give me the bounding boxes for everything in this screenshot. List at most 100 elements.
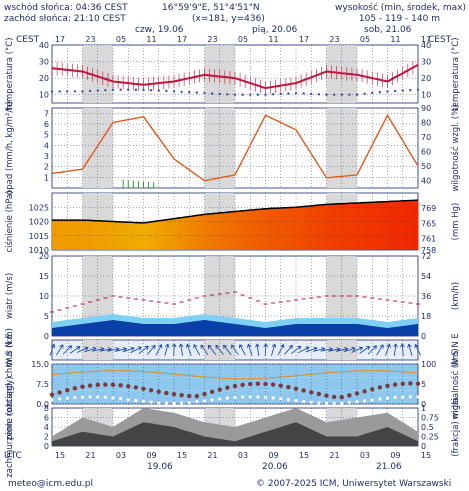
cloud-base-46.5	[286, 398, 290, 402]
top-tick-3: 11	[146, 35, 156, 44]
cloud-base-67.5	[393, 395, 397, 400]
wind-arrow-58.5	[343, 346, 356, 353]
dewpoint-point-12	[111, 88, 115, 91]
wind-arrow-43.5	[271, 343, 277, 356]
dewpoint-point-19.5	[149, 88, 153, 92]
wind-arrow-head-24	[171, 343, 177, 348]
ytick-right-3-3: 54	[421, 272, 431, 281]
panel-3: 0 5 10 15 20 0 18 36 54 72 wiatr (m/s) (km/h)	[5, 252, 461, 341]
cloud-base-42	[263, 395, 268, 399]
wind-arrow-head-6	[84, 346, 89, 351]
pressure-area-2	[62, 220, 68, 250]
wind-arrow-head-60	[358, 346, 364, 351]
cloud-top-42	[263, 381, 268, 387]
wind-arrow-70.5	[407, 343, 413, 356]
bottom-tick-7: 09	[268, 451, 278, 460]
wind-arrow-head-64.5	[379, 344, 384, 349]
cloud-top-33	[217, 387, 222, 392]
pressure-area-5	[77, 220, 83, 250]
wind-arrow-48	[290, 345, 302, 354]
ytick-0-0: 10	[39, 91, 49, 100]
pressure-area-35	[229, 212, 236, 250]
cloud-base-9	[96, 395, 100, 399]
cloud-base-45	[279, 397, 283, 401]
cloud-base-24	[172, 401, 176, 405]
wind-arrow-shaft-60	[351, 347, 363, 353]
pressure-area-28	[194, 215, 200, 250]
ytick-5-1: 7.5	[36, 380, 49, 389]
pressure-line	[52, 199, 419, 224]
pressure-area-11	[107, 221, 114, 250]
dewpoint-point-31.5	[210, 92, 214, 95]
wind-arrow-shaft-42	[264, 343, 267, 357]
bottom-tick-9: 21	[329, 451, 339, 460]
wind-arrow-6	[76, 346, 89, 353]
pressure-area-53	[321, 204, 327, 250]
cloud-top-46.5	[286, 384, 291, 390]
bottom-tick-10: 03	[360, 451, 370, 460]
wind-arrow-67.5	[393, 343, 398, 357]
wind-arrow-head-36	[231, 344, 236, 349]
wind-arrow-40.5	[255, 343, 260, 356]
cloud-base-15	[126, 397, 130, 402]
tz-right: CEST	[428, 35, 452, 45]
dewpoint-point-43.5	[271, 93, 275, 96]
pressure-area-24	[174, 218, 180, 250]
ytick-0-3: 40	[39, 41, 49, 50]
ytick-2-1: 1015	[29, 232, 49, 241]
cloud-top-58.5	[347, 393, 352, 398]
cloud-base-12	[111, 396, 115, 400]
cloud-base-54	[324, 401, 329, 405]
sunset-text: zachód słońca: 21:10 CEST	[4, 13, 126, 24]
cloud-base-51	[309, 400, 313, 404]
pressure-area-14	[123, 221, 129, 250]
wind-arrow-57	[335, 347, 349, 352]
cloud-base-18	[141, 399, 146, 404]
cloud-base-7.5	[88, 395, 92, 399]
top-tick-11: 11	[390, 35, 400, 44]
wind-arrow-head-51	[313, 346, 318, 352]
ytick-6-1: 2	[44, 433, 49, 442]
wind-arrow-head-4.5	[76, 346, 81, 351]
ytick-2-3: 1025	[29, 203, 49, 212]
cloud-top-72	[415, 381, 421, 386]
cloud-base-1.5	[58, 397, 62, 401]
pressure-area-50	[306, 206, 312, 250]
dewpoint-point-55.5	[332, 93, 336, 96]
cloud-top-54	[324, 393, 329, 398]
pressure-area-40	[255, 209, 261, 250]
cloud-base-64.5	[378, 397, 382, 401]
ytick-right-1-3: 70	[421, 133, 431, 142]
bottom-hour-ticks: 15 21 03 09 15 21 03 09 15 21 03 09 15	[55, 451, 431, 460]
cloud-top-67.5	[392, 382, 398, 387]
ytick-1-5: 6	[44, 120, 49, 129]
bottom-tick-0: 15	[55, 451, 65, 460]
cloud-base-63	[370, 398, 374, 402]
ytick-0-2: 30	[39, 58, 49, 67]
ytick-right-6-1: 0.25	[421, 433, 439, 442]
pressure-area-65	[382, 201, 388, 250]
top-hour-ticks: 17 23 05 11 17 23 05 11 17 23 05 11 17	[55, 35, 431, 44]
dewpoint-point-45	[279, 92, 282, 96]
pressure-area-71	[412, 200, 419, 250]
pressure-area-13	[118, 221, 124, 250]
wind-arrow-24	[171, 343, 177, 357]
dewpoint-point-21	[157, 89, 160, 92]
pressure-area-21	[158, 220, 165, 250]
pressure-area-32	[214, 213, 221, 250]
pressure-area-64	[377, 202, 383, 250]
wind-arrow-shaft-6	[76, 347, 89, 353]
cloud-top-60	[354, 391, 360, 396]
wind-arrow-head-48	[297, 345, 302, 350]
dewpoint-point-1.5	[58, 90, 61, 93]
ytick-right-0-2: 30	[421, 58, 431, 67]
wind-arrow-69	[400, 343, 405, 357]
pressure-area-51	[311, 205, 317, 250]
cloud-base-28.5	[195, 400, 199, 404]
wind-arrow-shaft-45	[277, 344, 284, 356]
ytick-1-1: 2	[44, 163, 49, 172]
wind-arrow-42	[263, 343, 269, 357]
cloud-base-10.5	[103, 395, 107, 399]
ytick-1-3: 4	[44, 141, 49, 150]
pressure-area-26	[184, 217, 190, 250]
